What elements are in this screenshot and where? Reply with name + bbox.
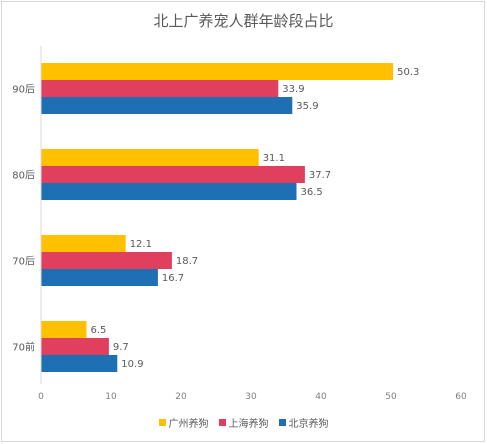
data-label-shanghai-3: 9.7 (113, 342, 129, 353)
category-axis: 90后 80后 70后 70前 (12, 84, 35, 354)
bar-shanghai-2[interactable] (41, 252, 172, 269)
bar-shanghai-3[interactable] (41, 338, 109, 355)
data-label-beijing-0: 35.9 (296, 101, 318, 112)
category-label-0: 90后 (12, 84, 35, 96)
data-label-beijing-3: 10.9 (121, 359, 143, 370)
bar-shanghai-1[interactable] (41, 166, 305, 183)
bar-shanghai-0[interactable] (41, 80, 279, 97)
data-label-beijing-2: 16.7 (162, 273, 184, 284)
legend-swatch-shanghai (218, 419, 226, 426)
legend-item-guangzhou[interactable]: 广州养狗 (158, 415, 209, 430)
data-label-guangzhou-1: 31.1 (263, 153, 285, 164)
legend-item-shanghai[interactable]: 上海养狗 (218, 415, 269, 430)
x-tick-label-0: 0 (38, 392, 44, 402)
data-label-shanghai-2: 18.7 (176, 256, 198, 267)
category-label-3: 70前 (12, 341, 35, 354)
legend-swatch-beijing (278, 419, 286, 426)
data-label-shanghai-0: 33.9 (282, 84, 304, 95)
x-tick-label-5: 50 (385, 392, 397, 402)
category-label-1: 80后 (12, 170, 35, 182)
bar-guangzhou-3[interactable] (41, 321, 87, 338)
bars-layer (41, 63, 394, 372)
x-tick-label-6: 60 (455, 392, 467, 402)
chart-title: 北上广养宠人群年龄段占比 (153, 12, 334, 30)
category-label-2: 70后 (12, 256, 35, 268)
bar-beijing-0[interactable] (41, 97, 293, 114)
bar-guangzhou-1[interactable] (41, 149, 259, 166)
bar-guangzhou-0[interactable] (41, 63, 394, 80)
bar-guangzhou-2[interactable] (41, 235, 126, 252)
bar-beijing-3[interactable] (41, 355, 118, 372)
legend-label-guangzhou: 广州养狗 (168, 419, 209, 430)
x-tick-label-3: 30 (245, 392, 257, 402)
legend: 广州养狗 上海养狗 北京养狗 (0, 415, 487, 430)
legend-item-beijing[interactable]: 北京养狗 (278, 415, 329, 430)
data-label-guangzhou-3: 6.5 (91, 325, 107, 336)
labels-layer: 50.3 33.9 35.9 31.1 37.7 36.5 12.1 18.7 16.7 6.5 9… (91, 67, 420, 370)
data-label-beijing-1: 36.5 (301, 187, 323, 198)
data-label-shanghai-1: 37.7 (309, 170, 331, 181)
x-axis: 0 10 20 30 40 50 60 (38, 46, 467, 402)
data-label-guangzhou-0: 50.3 (397, 67, 419, 78)
legend-label-beijing: 北京养狗 (288, 419, 329, 430)
legend-label-shanghai: 上海养狗 (228, 419, 269, 430)
data-label-guangzhou-2: 12.1 (130, 239, 152, 250)
bar-beijing-1[interactable] (41, 183, 297, 200)
x-tick-label-1: 10 (105, 392, 117, 402)
x-tick-label-4: 40 (315, 392, 327, 402)
legend-swatch-guangzhou (158, 419, 166, 426)
x-tick-label-2: 20 (175, 392, 187, 402)
bar-beijing-2[interactable] (41, 269, 158, 286)
